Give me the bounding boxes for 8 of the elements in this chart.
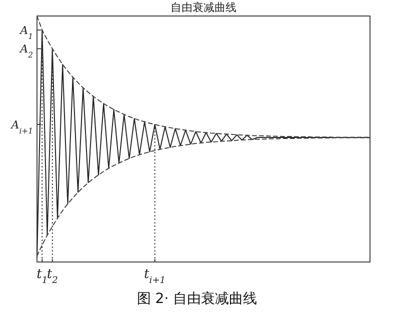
chart-title: 自由衰减曲线 [170, 1, 236, 14]
x-tick-label: t$_{2}$ [46, 267, 58, 286]
x-tick-label: t$_{i+1}$ [144, 267, 166, 286]
ref-line-label: A$_{1}$ [19, 24, 33, 41]
caption: 图 2· 自由衰减曲线 [136, 291, 258, 307]
x-tick-label: t$_{1}$ [36, 267, 48, 286]
ref-line-label: A$_{2}$ [19, 42, 34, 60]
ref-line-label: A$_{i+1}$ [10, 118, 33, 135]
